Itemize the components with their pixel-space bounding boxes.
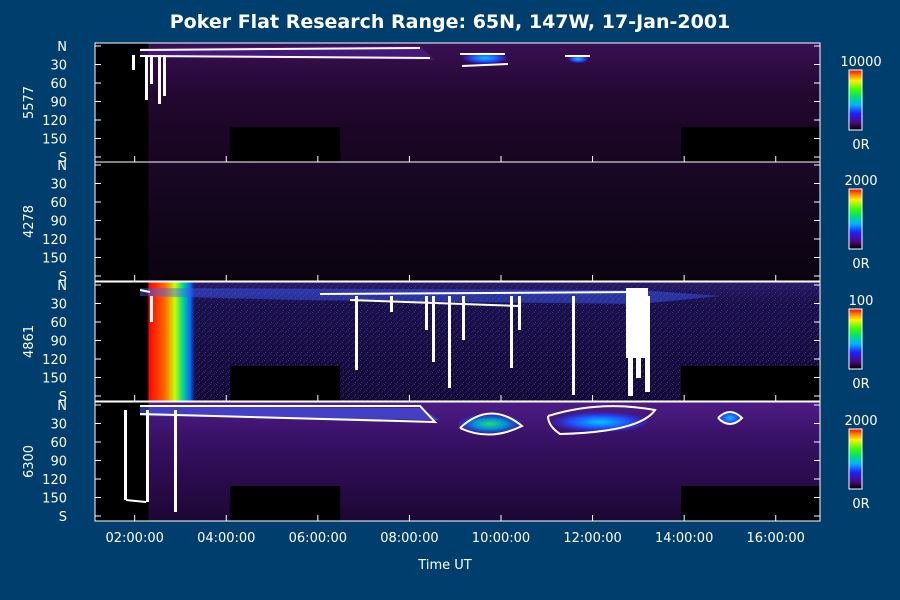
x-tick-label: 14:00:00 [655,531,713,546]
panel-ylabel: 4278 [22,205,37,238]
panel-frame [94,281,821,402]
y-tick-label: 30 [50,59,67,74]
y-tick-label: S [59,270,67,285]
panel-ylabel: 4861 [22,325,37,358]
colorbar [848,308,863,370]
saturation-spike [448,296,451,388]
colorbar [848,428,863,490]
colorbar-min-label: 0R [852,138,869,153]
aurora-patch [718,411,742,425]
saturation-spike [145,55,148,100]
y-tick-label: S [59,151,67,166]
colorbar [848,188,863,250]
x-axis-label: Time UT [417,558,471,573]
colorbar-min-label: 0R [852,497,869,512]
intensity-field [148,162,821,281]
contour-line [139,47,590,67]
y-tick-label: 120 [42,114,67,129]
y-tick-label: 60 [50,77,67,92]
colorbar-max-label: 10000 [840,55,881,70]
saturation-spike [355,296,358,370]
y-tick-label: 90 [50,455,67,470]
data-gap [230,366,341,401]
data-gap [681,486,820,521]
panel-4278 [94,161,863,282]
dawn-edge [148,282,197,401]
x-tick-label: 16:00:00 [747,531,805,546]
y-tick-label: N [57,279,67,294]
y-tick-label: 60 [50,196,67,211]
saturation-spike [390,296,393,312]
saturation-spike [572,296,575,395]
data-gap [230,127,341,162]
y-tick-label: N [57,159,67,174]
aurora-patch [552,412,648,432]
y-tick-label: 120 [42,353,67,368]
y-tick-label: 150 [42,372,67,387]
y-tick-label: 150 [42,252,67,267]
x-tick-label: 10:00:00 [472,531,530,546]
colorbar-max-label: 2000 [844,414,877,429]
y-tick-label: 150 [42,133,67,148]
panel-4861 [94,281,863,402]
y-tick-label: 60 [50,316,67,331]
y-tick-label: S [59,390,67,405]
saturation-spike [174,410,177,512]
colorbar-min-label: 0R [852,257,869,272]
saturation-spike [432,296,435,362]
y-tick-label: 30 [50,178,67,193]
colorbar-max-label: 2000 [844,174,877,189]
contour-line [125,499,147,503]
x-tick-label: 12:00:00 [563,531,621,546]
saturation-spike [462,296,465,340]
saturation-spike [163,55,166,96]
panel-ylabel: 5577 [22,86,37,119]
saturation-spike [425,296,428,330]
panel-5577 [94,42,863,163]
data-gap [681,366,820,401]
saturation-spike [132,55,135,70]
saturation-spike [518,296,521,330]
chart-title: Poker Flat Research Range: 65N, 147W, 17… [170,11,731,33]
y-tick-label: 30 [50,298,67,313]
saturation-block [626,288,648,358]
colorbar-max-label: 100 [849,294,874,309]
y-tick-label: S [59,510,67,525]
panel-frame [94,401,821,522]
y-tick-label: N [57,399,67,414]
saturation-spike [150,55,153,84]
y-tick-label: 150 [42,492,67,507]
contour-line [139,405,744,436]
y-tick-label: 90 [50,215,67,230]
data-gap [230,486,341,521]
colorbar-min-label: 0R [852,377,869,392]
x-tick-label: 04:00:00 [197,531,255,546]
x-tick-label: 02:00:00 [105,531,163,546]
x-tick-label: 06:00:00 [289,531,347,546]
panel-frame [94,161,821,282]
y-tick-label: 90 [50,335,67,350]
saturation-spike [146,410,149,502]
saturation-spike [158,55,161,104]
y-tick-label: 60 [50,436,67,451]
y-tick-label: 120 [42,473,67,488]
saturation-spike [124,410,127,500]
y-tick-label: N [57,40,67,55]
saturation-spike [150,296,153,322]
data-gap [681,127,820,162]
saturation-spike [510,296,513,368]
x-tick-label: 08:00:00 [380,531,438,546]
y-tick-label: 120 [42,233,67,248]
panel-ylabel: 6300 [22,445,37,478]
panel-6300 [94,401,863,522]
colorbar [848,69,863,131]
y-tick-label: 90 [50,96,67,111]
y-tick-label: 30 [50,418,67,433]
